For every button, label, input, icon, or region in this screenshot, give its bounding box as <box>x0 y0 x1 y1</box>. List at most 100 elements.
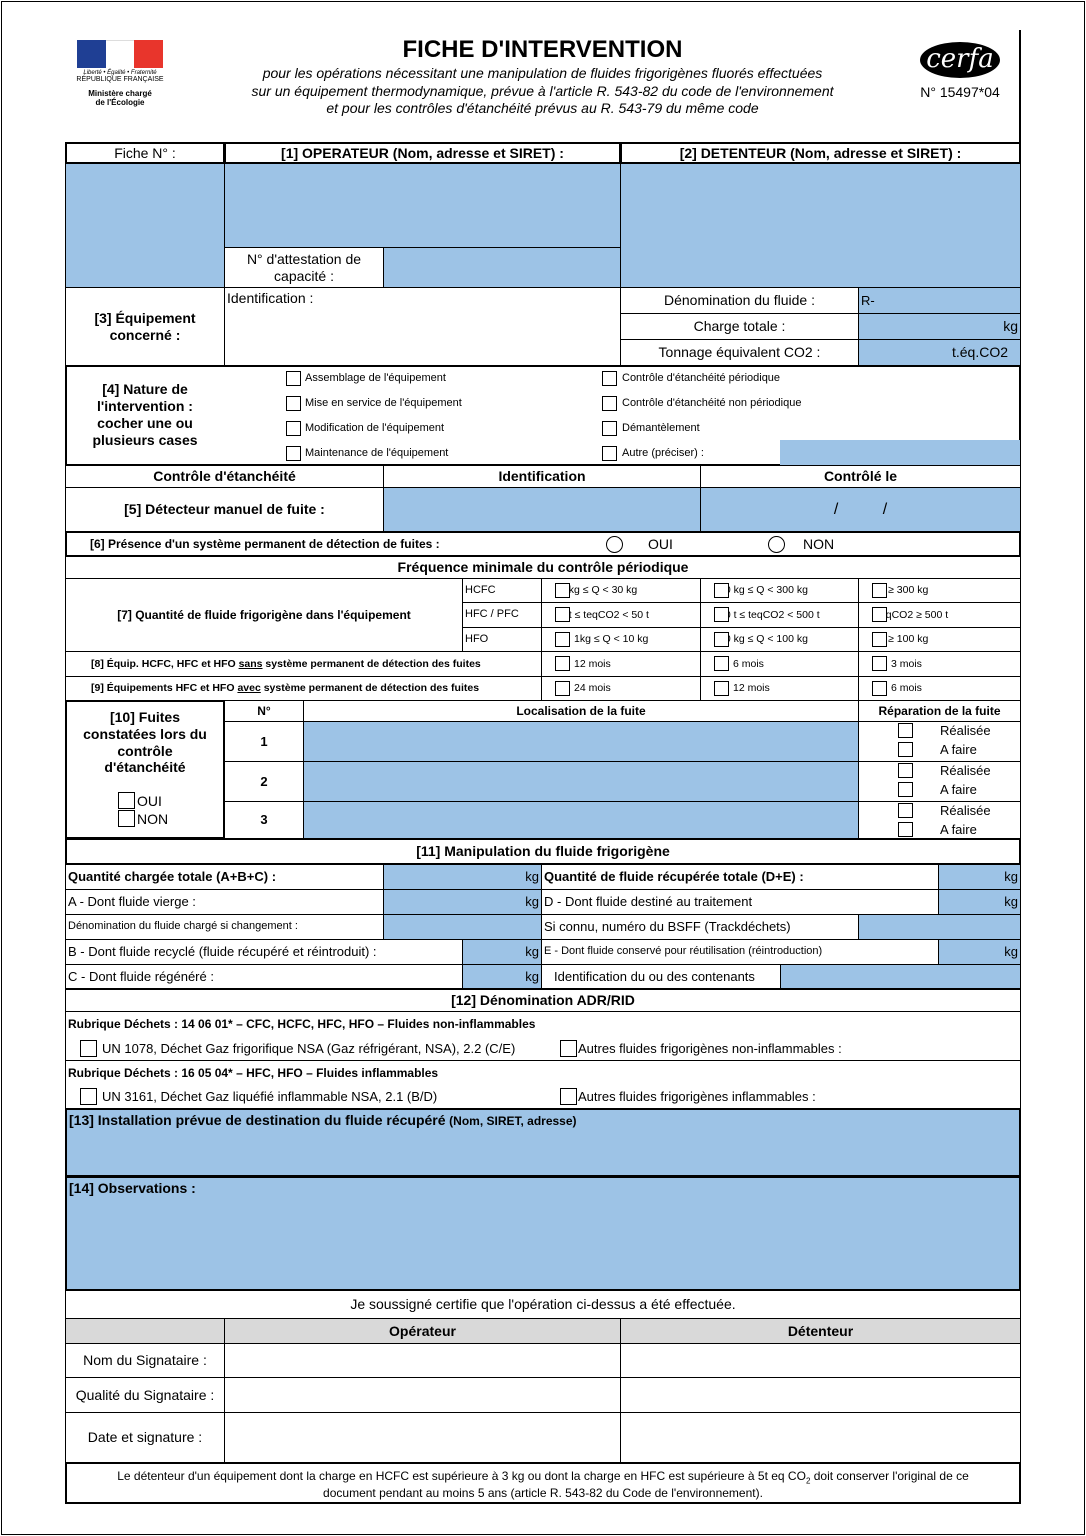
fuites-oui-label: OUI <box>137 793 162 809</box>
un1078-checkbox[interactable] <box>80 1040 97 1057</box>
option-label: Démantèlement <box>622 422 700 434</box>
manipulation-left-field[interactable]: kg <box>383 864 542 890</box>
cerfa-number: N° 15497*04 <box>920 84 1000 100</box>
manipulation-right-field[interactable] <box>858 914 1021 940</box>
fluide-field[interactable]: R- <box>858 287 1021 314</box>
operateur-signature-field[interactable] <box>224 1343 621 1378</box>
leak-number: 2 <box>224 761 304 802</box>
detenteur-signature-field[interactable] <box>620 1343 1021 1378</box>
cerfa-logo: cerfa <box>920 42 1000 78</box>
operateur-field[interactable] <box>224 163 621 248</box>
manipulation-left-label: Dénomination du fluide chargé si changem… <box>65 914 384 940</box>
detecteur-identification-field[interactable] <box>383 487 701 532</box>
autre-field[interactable] <box>780 440 1020 465</box>
manipulation-right-field[interactable] <box>780 964 1021 990</box>
threshold-checkbox[interactable] <box>555 607 570 622</box>
realisee-checkbox[interactable] <box>898 723 913 738</box>
manipulation-right-field[interactable]: kg <box>938 889 1021 915</box>
manipulation-left-field[interactable]: kg <box>462 964 542 990</box>
frequency-checkbox[interactable] <box>714 656 729 671</box>
checkbox-controle-periodique[interactable] <box>602 371 617 386</box>
footer-note: Le détenteur d'un équipement dont la cha… <box>65 1462 1021 1504</box>
attestation-field[interactable] <box>383 247 621 288</box>
s8-underline: sans <box>238 657 263 670</box>
a-faire-checkbox[interactable] <box>898 742 913 757</box>
frequency-checkbox[interactable] <box>872 681 887 696</box>
operateur-signature-field[interactable] <box>224 1377 621 1413</box>
frequency-checkbox[interactable] <box>872 656 887 671</box>
a-faire-checkbox[interactable] <box>898 822 913 837</box>
option-label: Contrôle d'étanchéité périodique <box>622 372 781 384</box>
controle-date-field[interactable]: / / <box>700 487 1021 532</box>
detenteur-header: [2] DETENTEUR (Nom, adresse et SIRET) : <box>620 142 1021 164</box>
manipulation-right-label: Quantité de fluide récupérée totale (D+E… <box>541 864 939 890</box>
frequency-checkbox[interactable] <box>714 681 729 696</box>
manipulation-left-field[interactable]: kg <box>462 939 542 965</box>
threshold-checkbox[interactable] <box>714 607 729 622</box>
a-faire-label: A faire <box>940 742 977 757</box>
checkbox-mise-en-service[interactable] <box>286 396 301 411</box>
threshold-checkbox[interactable] <box>872 607 887 622</box>
checkbox-autre[interactable] <box>602 446 617 461</box>
charge-field[interactable]: kg <box>858 313 1021 340</box>
threshold-checkbox[interactable] <box>555 583 570 598</box>
tonnage-field[interactable]: t.éq.CO2 <box>858 339 1021 366</box>
manipulation-left-field[interactable] <box>383 914 542 940</box>
destination-sublabel: (Nom, SIRET, adresse) <box>449 1114 577 1128</box>
manipulation-right-label: Si connu, numéro du BSFF (Trackdéchets) <box>541 914 859 940</box>
manipulation-right-label: E - Dont fluide conservé pour réutilisat… <box>541 939 939 965</box>
identification-field[interactable]: Identification : <box>224 287 621 366</box>
tonnage-label: Tonnage équivalent CO2 : <box>620 339 859 366</box>
a-faire-checkbox[interactable] <box>898 782 913 797</box>
un1078-label: UN 1078, Déchet Gaz frigorifique NSA (Ga… <box>102 1041 516 1056</box>
destination-field[interactable]: [13] Installation prévue de destination … <box>65 1108 1021 1177</box>
manipulation-right-field[interactable]: kg <box>938 939 1021 965</box>
option-label: Mise en service de l'équipement <box>305 397 462 409</box>
fiche-number-field[interactable] <box>65 163 225 288</box>
manipulation-left-field[interactable]: kg <box>383 889 542 915</box>
leak-location-field[interactable] <box>303 761 859 802</box>
radio-non[interactable] <box>768 536 785 553</box>
detenteur-signature-field[interactable] <box>620 1377 1021 1413</box>
frequency-checkbox[interactable] <box>555 681 570 696</box>
checkbox-maintenance[interactable] <box>286 446 301 461</box>
radio-oui[interactable] <box>606 536 623 553</box>
fuites-oui-checkbox[interactable] <box>118 792 135 809</box>
checkbox-assemblage[interactable] <box>286 371 301 386</box>
threshold-checkbox[interactable] <box>555 632 570 647</box>
subtitle-line: et pour les contrôles d'étanchéité prévu… <box>326 100 759 116</box>
footer-subscript: 2 <box>805 1476 811 1486</box>
manipulation-right-field[interactable]: kg <box>938 864 1021 890</box>
checkbox-modification[interactable] <box>286 421 301 436</box>
threshold-checkbox[interactable] <box>714 583 729 598</box>
detenteur-signature-field[interactable] <box>620 1412 1021 1463</box>
option-label: Modification de l'équipement <box>305 422 445 434</box>
detecteur-label: [5] Détecteur manuel de fuite : <box>65 487 384 532</box>
detenteur-field[interactable] <box>620 163 1021 288</box>
equipement-label: [3] Équipement concerné : <box>65 287 225 366</box>
republique-logo: Liberté • Égalité • Fraternité RÉPUBLIQU… <box>76 40 164 107</box>
leak-number: 3 <box>224 801 304 839</box>
frequency-checkbox[interactable] <box>555 656 570 671</box>
un3161-checkbox[interactable] <box>80 1088 97 1105</box>
identification-header: Identification <box>383 465 701 488</box>
realisee-checkbox[interactable] <box>898 803 913 818</box>
autres-inflammables-checkbox[interactable] <box>560 1088 577 1105</box>
leak-location-field[interactable] <box>303 801 859 839</box>
fuites-non-checkbox[interactable] <box>118 810 135 827</box>
threshold-checkbox[interactable] <box>714 632 729 647</box>
autres-non-inflammables-checkbox[interactable] <box>560 1040 577 1057</box>
s8-text: système permanent de détection des fuite… <box>262 657 481 670</box>
republic: RÉPUBLIQUE FRANÇAISE <box>76 76 164 83</box>
threshold-checkbox[interactable] <box>872 583 887 598</box>
observations-field[interactable]: [14] Observations : <box>65 1176 1021 1291</box>
realisee-checkbox[interactable] <box>898 763 913 778</box>
threshold-checkbox[interactable] <box>872 632 887 647</box>
observations-label: [14] Observations : <box>69 1180 196 1196</box>
checkbox-controle-non-periodique[interactable] <box>602 396 617 411</box>
checkbox-demantelement[interactable] <box>602 421 617 436</box>
operateur-signature-field[interactable] <box>224 1412 621 1463</box>
rubrique-2: Rubrique Déchets : 16 05 04* – HFC, HFO … <box>65 1060 1021 1085</box>
leak-location-field[interactable] <box>303 721 859 762</box>
controle-header: Contrôle d'étanchéité <box>65 465 384 488</box>
